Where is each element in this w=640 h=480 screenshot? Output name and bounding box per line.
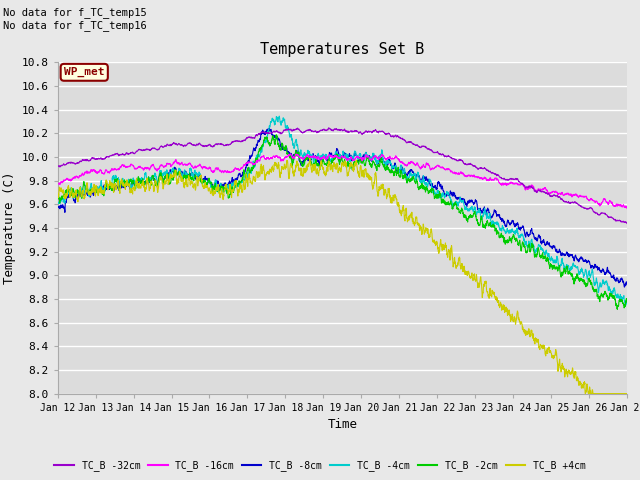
Y-axis label: Temperature (C): Temperature (C) xyxy=(3,172,16,284)
Title: Temperatures Set B: Temperatures Set B xyxy=(260,42,424,57)
Text: No data for f_TC_temp15
No data for f_TC_temp16: No data for f_TC_temp15 No data for f_TC… xyxy=(3,7,147,31)
Text: WP_met: WP_met xyxy=(64,67,104,77)
X-axis label: Time: Time xyxy=(328,418,357,431)
Legend: TC_B -32cm, TC_B -16cm, TC_B -8cm, TC_B -4cm, TC_B -2cm, TC_B +4cm: TC_B -32cm, TC_B -16cm, TC_B -8cm, TC_B … xyxy=(51,456,589,475)
